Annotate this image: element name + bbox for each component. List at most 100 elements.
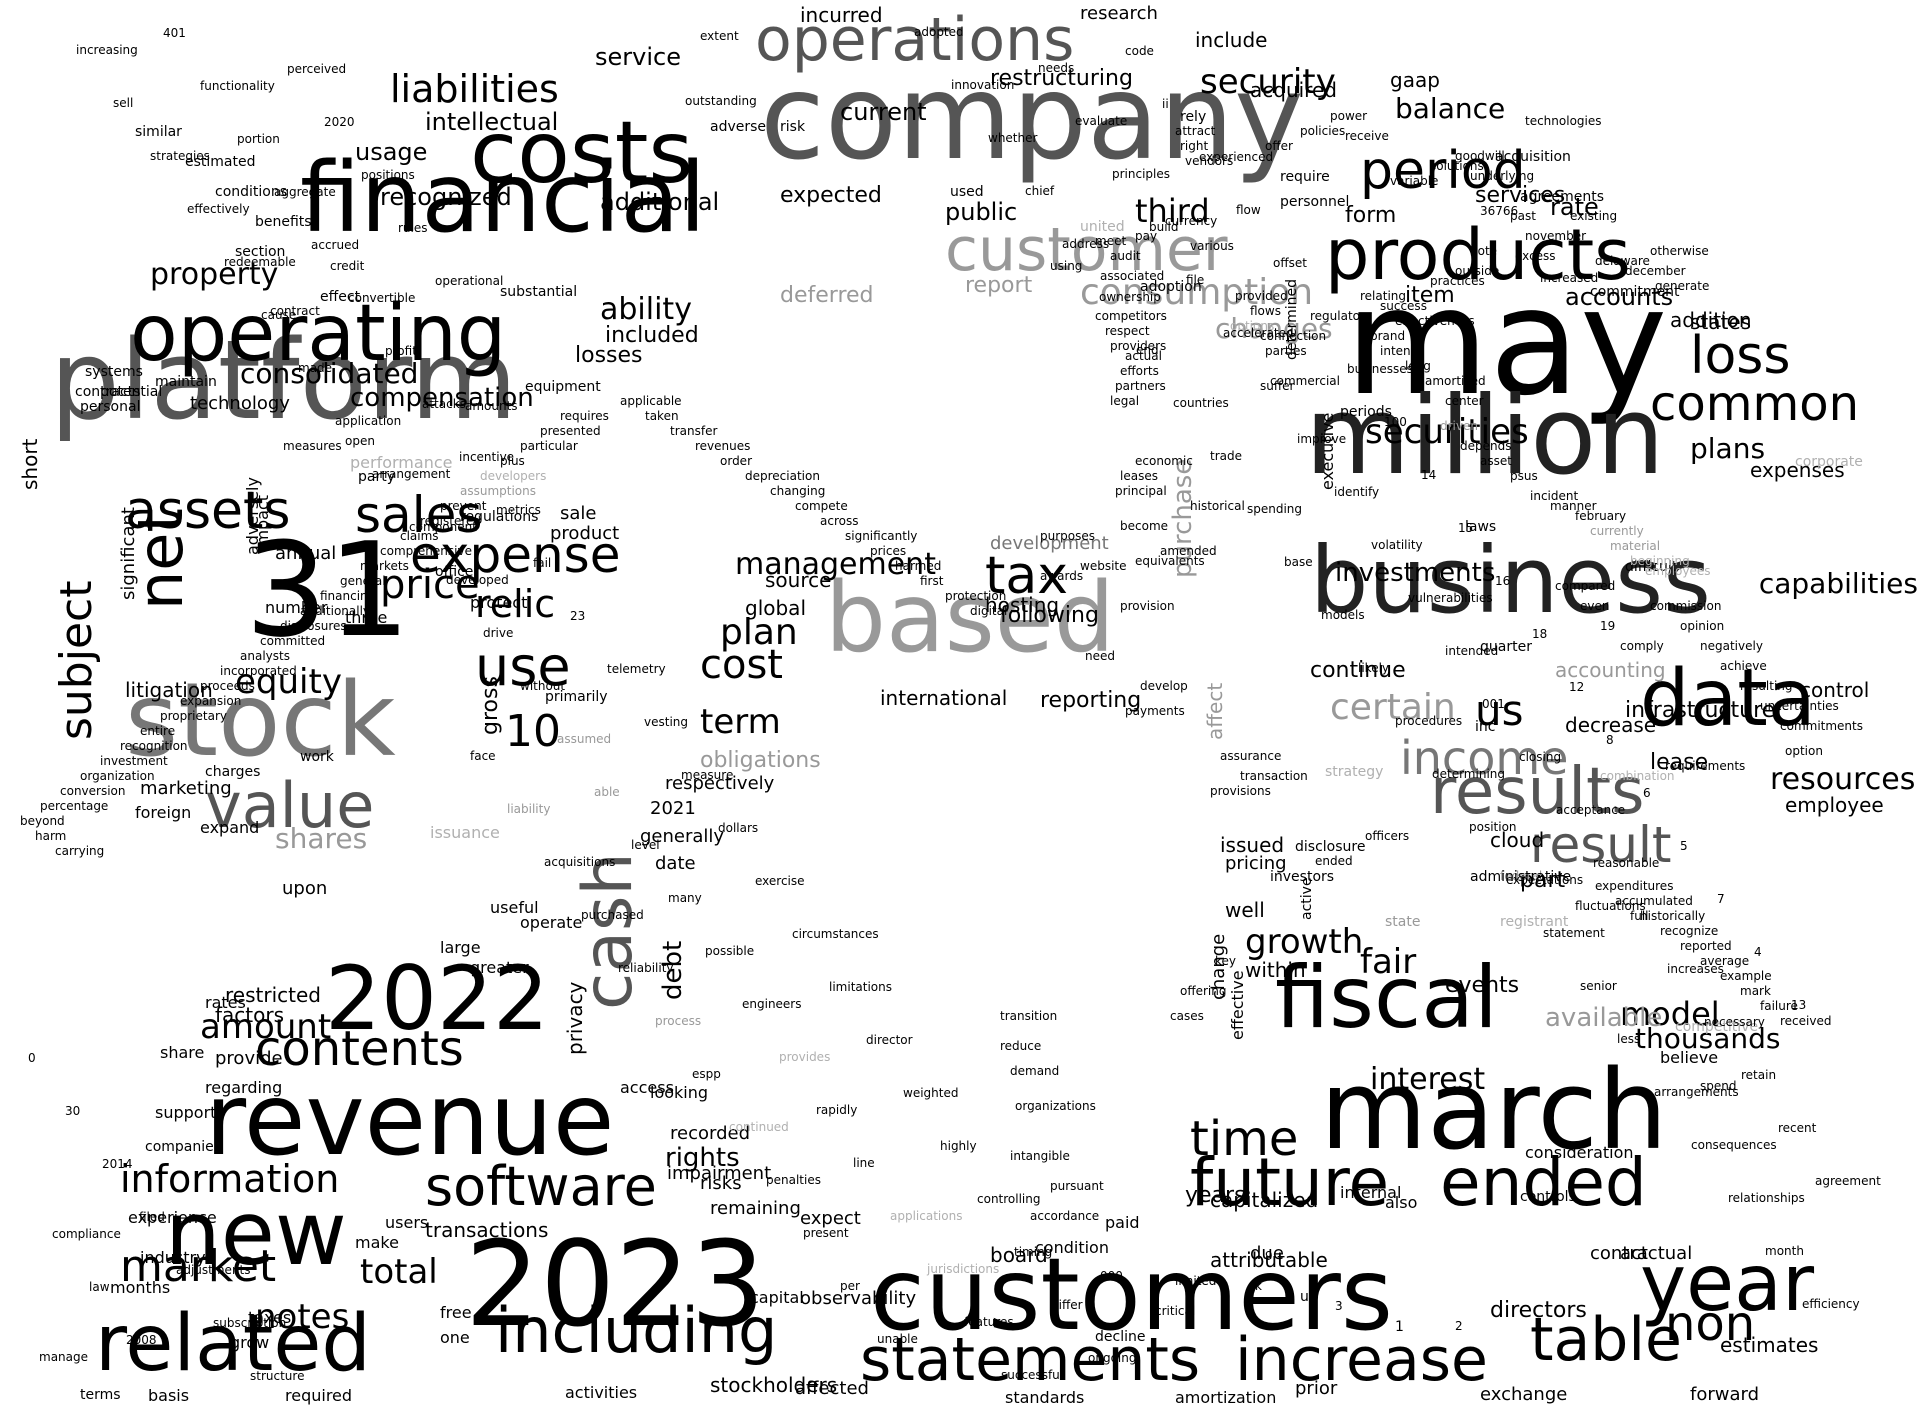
word-u: u [1300,1289,1309,1305]
word-adopted: adopted [914,25,964,39]
word-benefits: benefits [255,214,312,230]
word-november: november [1525,229,1587,243]
word-contractual: contractual [1590,1243,1693,1264]
word-subject: subject [51,580,102,740]
word-provides: provides [779,1050,831,1064]
word-forward: forward [1690,1384,1760,1405]
word-amortization: amortization [1175,1388,1277,1406]
word-circumstances: circumstances [792,927,879,941]
word-ability: ability [600,292,692,327]
word-also: also [1385,1193,1418,1212]
word-accounting: accounting [1555,658,1666,682]
word-full: full [1630,909,1649,923]
word-information: information [120,1157,340,1201]
word-accounts: accounts [1565,283,1674,311]
word-restricted: restricted [225,983,321,1007]
word-laws: laws [1465,519,1497,535]
word-liabilities: liabilities [390,67,559,111]
word-upon: upon [282,878,328,899]
word-volatility: volatility [1371,538,1423,552]
word-redeemable: redeemable [224,255,296,269]
word-plus: plus [500,454,525,468]
word-assumed: assumed [557,732,612,746]
word-affected: affected [795,1378,869,1399]
word-united: united [1080,219,1125,235]
word-registrant: registrant [1500,914,1569,930]
word-act: act [1620,1243,1648,1264]
word-percentage: percentage [40,799,109,813]
word-maintain: maintain [155,374,217,390]
word-arrangements: arrangements [1654,1085,1739,1099]
word-timing: timing [1014,1245,1053,1259]
word-international: international [880,686,1008,710]
word-currency: currency [1165,214,1218,228]
word-offer: offer [1265,139,1293,153]
word-incident: incident [1530,489,1579,503]
word-principal: principal [1115,484,1167,498]
word-commercial: commercial [1270,374,1340,388]
word-assumptions: assumptions [460,484,537,498]
word-consolidated: consolidated [240,357,419,390]
word-years: years [1185,1183,1246,1208]
word-0: 0 [28,1051,36,1065]
word-level: level [631,838,660,852]
word-assurance: assurance [1220,749,1282,763]
word-23: 23 [570,609,586,623]
word-using: using [1050,259,1083,273]
word-compensation: compensation [350,383,534,413]
word-additional: additional [600,188,720,216]
word-depreciation: depreciation [745,469,820,483]
word-director: director [866,1033,913,1047]
word-efforts: efforts [1120,364,1159,378]
word-part: part [1520,868,1566,893]
word-across: across [820,514,859,528]
word-operate: operate [520,913,583,932]
word-6: 6 [1643,786,1651,800]
word-ii: ii [1162,97,1169,111]
word-revenues: revenues [695,439,751,453]
word-end: end [1136,343,1159,357]
word-develop: develop [1140,679,1188,693]
word-historically: historically [1640,909,1706,923]
word-plan: plan [720,612,798,653]
word-global: global [745,596,806,620]
word-share: share [160,1043,205,1062]
word-resulting: resulting [1740,679,1793,693]
word-adverse: adverse [710,119,767,135]
word-capital: capital [750,1288,804,1307]
word-investment: investment [100,754,168,768]
word-goodwill: goodwill [1455,149,1505,163]
word-drive: drive [483,626,514,640]
word-related: related [95,1299,371,1389]
word-payments: payments [1125,704,1185,718]
word-solutions: solutions [1430,159,1484,173]
word-terms: terms [80,1387,121,1403]
word-number: number [265,598,328,617]
word-variable: variable [1390,174,1439,188]
word-necessary: necessary [1704,1015,1765,1029]
word-demand: demand [1010,1064,1060,1078]
word-excess: excess [1515,249,1556,263]
word-securities: securities [1365,412,1529,452]
word-failure: failure [1760,999,1798,1013]
word-employees: employees [1645,564,1711,578]
word-filed: filed [139,1210,165,1224]
word-quarter: quarter [1480,639,1532,655]
word-accordance: accordance [1030,1209,1100,1223]
word-flow: flow [1236,203,1261,217]
word-markets: markets [360,559,409,573]
word-primarily: primarily [545,689,608,705]
word-31: 31 [245,514,411,666]
word-otherwise: otherwise [1650,244,1709,258]
word-increasing: increasing [76,43,138,57]
word-presented: presented [540,424,601,438]
word-purposes: purposes [1040,529,1096,543]
word-applications: applications [890,1209,963,1223]
word-expansion: expansion [180,694,242,708]
word-result: result [1530,816,1672,874]
word-recognized: recognized [380,183,512,211]
word-restructuring: restructuring [990,66,1133,91]
word-continued: continued [729,1120,789,1134]
word-material: material [1610,539,1661,553]
